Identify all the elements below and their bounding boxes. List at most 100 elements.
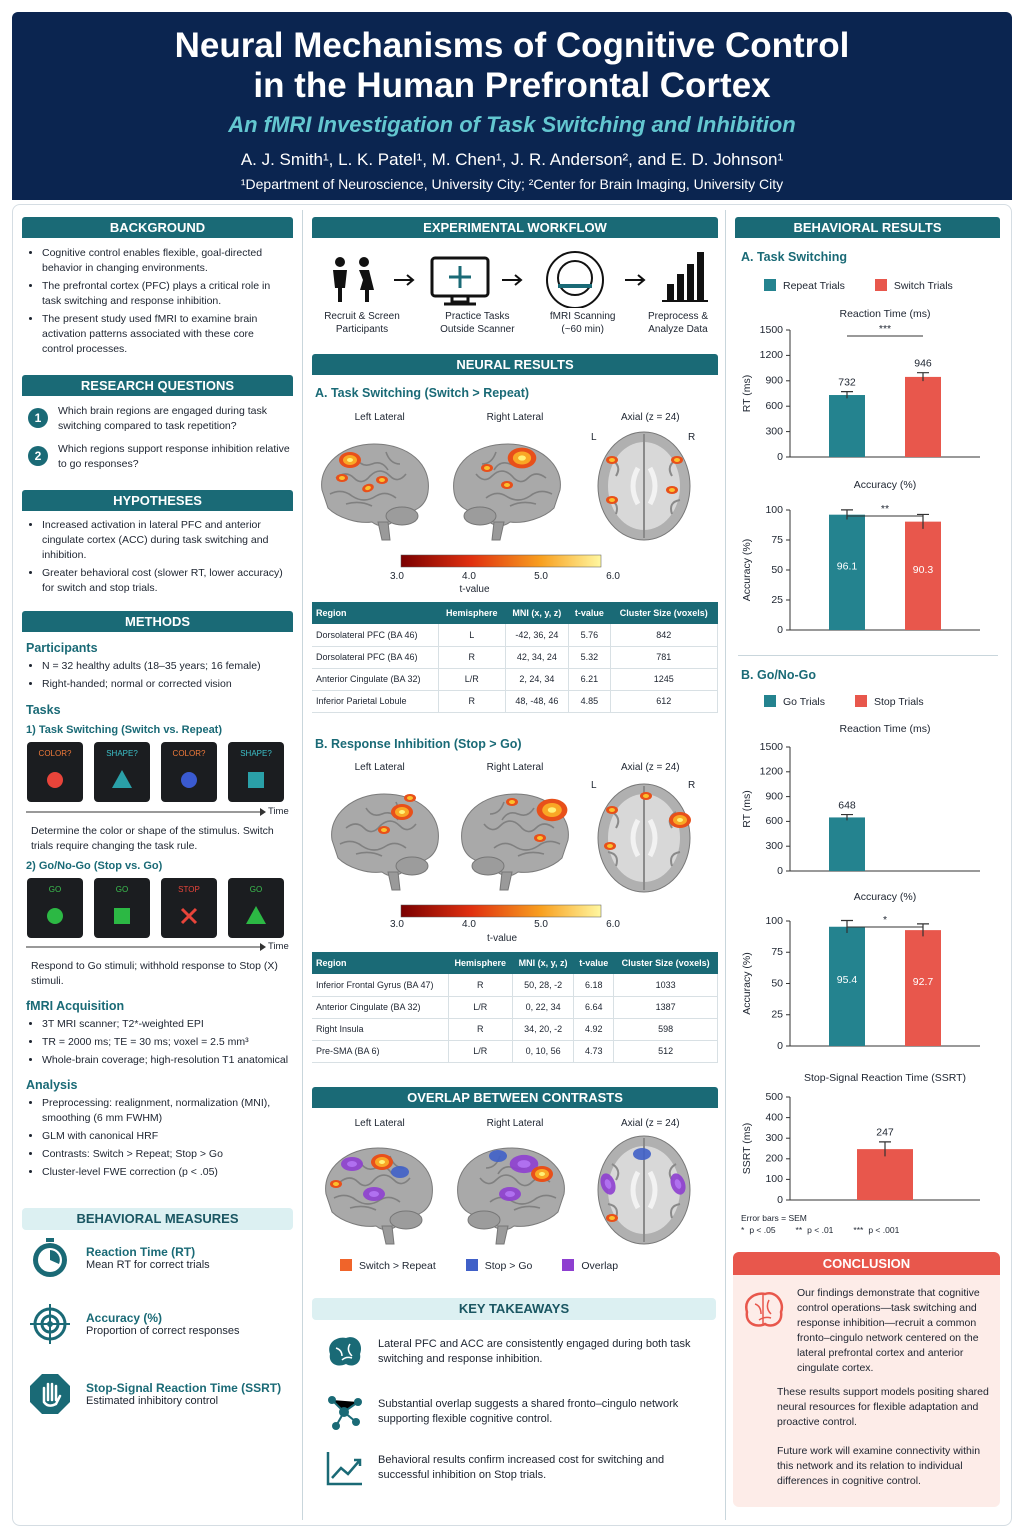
section-heading: EXPERIMENTAL WORKFLOW xyxy=(312,217,718,238)
significance-text: p < .05 xyxy=(749,1225,776,1235)
y-tick-label: 50 xyxy=(771,564,783,576)
workflow-step: Preprocess & Analyze Data xyxy=(647,311,708,335)
bar xyxy=(829,926,865,1046)
value-label: 247 xyxy=(876,1127,894,1139)
table-cell: Dorsolateral PFC (BA 46) xyxy=(312,624,439,647)
bar xyxy=(905,930,941,1046)
table-cell: R xyxy=(448,974,513,997)
trial-cue: SHAPE? xyxy=(240,749,272,758)
colorbar-label: t-value xyxy=(459,584,490,595)
y-tick-label: 1200 xyxy=(760,766,784,778)
legend-label: Stop Trials xyxy=(874,696,924,708)
stopwatch-icon xyxy=(33,1238,67,1277)
table-cell: 6.64 xyxy=(573,996,615,1019)
task-heading: 1) Task Switching (Switch vs. Repeat) xyxy=(26,724,223,736)
chart: Reaction Time (ms) RT (ms) 0 300 600 900 1200 1… xyxy=(741,723,980,877)
error-bar xyxy=(841,391,853,399)
y-tick-label: 900 xyxy=(765,375,783,387)
value-label: 96.1 xyxy=(837,560,858,572)
workflow-steps: Recruit & Screen Participants Practice T… xyxy=(312,310,718,336)
view-labels: Left Lateral Right Lateral Axial (z = 24… xyxy=(312,762,718,773)
table-cell: 5.32 xyxy=(568,646,611,669)
table-cell: 1387 xyxy=(613,996,718,1019)
legend-item: Go Trials xyxy=(764,695,825,708)
stop-hand-icon xyxy=(30,1374,70,1414)
question-number: 2 xyxy=(28,446,48,466)
trial-cue: GO xyxy=(115,885,129,894)
stimulus xyxy=(47,772,63,788)
y-tick-label: 1500 xyxy=(760,324,784,336)
error-bar xyxy=(841,813,853,821)
trial-sequence: GO GO STOP GO xyxy=(27,878,284,938)
y-tick-label: 600 xyxy=(765,815,783,827)
column-header: MNI (x, y, z) xyxy=(505,602,569,624)
table-cell: L/R xyxy=(448,996,513,1019)
legend-item: Switch > Repeat xyxy=(340,1259,436,1272)
value-label: 648 xyxy=(838,799,856,811)
section-heading: OVERLAP BETWEEN CONTRASTS xyxy=(312,1087,718,1108)
table-cell: R xyxy=(438,646,506,669)
table-cell: Anterior Cingulate (BA 32) xyxy=(312,668,439,691)
trial-cue: GO xyxy=(249,885,263,894)
view-label: Axial (z = 24) xyxy=(620,762,680,773)
measure: Accuracy (%) Proportion of correct respon… xyxy=(28,1302,239,1346)
table-row: Dorsolateral PFC (BA 46) L -42, 36, 24 5.76… xyxy=(312,624,719,647)
conclusion-text: Our findings demonstrate that cognitive … xyxy=(797,1287,980,1374)
legend-swatch xyxy=(562,1259,575,1271)
title: Neural Mechanisms of Cognitive Control in… xyxy=(12,26,1012,106)
y-tick-label: 0 xyxy=(777,1040,783,1052)
measure-title: Reaction Time (RT) xyxy=(86,1245,196,1259)
legend-swatch xyxy=(855,695,868,707)
colorbar-tick: 4.0 xyxy=(462,571,476,582)
takeaway: Substantial overlap suggests a shared fr… xyxy=(324,1392,709,1432)
trial-cue: SHAPE? xyxy=(106,749,138,758)
bullet: 3T MRI scanner; T2*-weighted EPI xyxy=(42,1017,292,1032)
y-tick-label: 25 xyxy=(771,1009,783,1021)
significance-legend: * p < .05 ** p < .01 *** p < .001 xyxy=(741,1225,899,1235)
bullet-list: 3T MRI scanner; T2*-weighted EPI TR = 200… xyxy=(26,1017,292,1071)
bar xyxy=(905,521,941,630)
chart-title: Reaction Time (ms) xyxy=(839,723,930,735)
chart-title: Accuracy (%) xyxy=(854,479,916,491)
legend: Go Trials Stop Trials xyxy=(764,695,924,708)
value-label: 946 xyxy=(914,357,932,369)
y-tick-label: 100 xyxy=(765,915,783,927)
chart-title: Reaction Time (ms) xyxy=(839,308,930,320)
measure-title: Stop-Signal Reaction Time (SSRT) xyxy=(86,1381,282,1395)
legend-swatch xyxy=(764,695,776,707)
legend-label: Go Trials xyxy=(783,696,826,708)
significance-symbol: *** xyxy=(853,1225,864,1235)
chart-title: Accuracy (%) xyxy=(854,891,916,903)
authors: A. J. Smith¹, L. K. Patel¹, M. Chen¹, J.… xyxy=(240,150,784,169)
chart: Reaction Time (ms) RT (ms) 0 300 600 900 1200 1… xyxy=(741,308,980,463)
table-cell: 1245 xyxy=(610,668,719,691)
title-line: Neural Mechanisms of Cognitive Control xyxy=(174,26,850,65)
legend-swatch xyxy=(465,1259,478,1271)
legend: Switch > Repeat Stop > Go Overlap xyxy=(340,1259,618,1272)
table-cell: 4.92 xyxy=(573,1018,615,1041)
y-tick-label: 100 xyxy=(765,504,783,516)
section-heading: KEY TAKEAWAYS xyxy=(312,1298,716,1320)
legend-item: Overlap xyxy=(562,1259,618,1272)
significance-label: ** xyxy=(881,503,889,515)
legend-label: Overlap xyxy=(581,1260,619,1272)
table-cell: L/R xyxy=(448,1040,513,1063)
significance-item: ** p < .01 xyxy=(796,1225,834,1235)
task-description: Determine the color or shape of the stim… xyxy=(31,825,274,852)
legend-swatch xyxy=(764,279,776,291)
chart-title: Stop-Signal Reaction Time (SSRT) xyxy=(804,1072,966,1084)
trial-screen: COLOR? xyxy=(161,742,217,802)
table-cell: 42, 34, 24 xyxy=(505,646,570,669)
column-header: Region xyxy=(312,952,449,974)
trial-screen: GO xyxy=(94,878,150,938)
hemisphere-label: R xyxy=(688,432,696,443)
hemisphere-label: L xyxy=(591,432,597,443)
title-line: in the Human Prefrontal Cortex xyxy=(253,66,771,105)
bar xyxy=(905,376,941,457)
bullet: Cluster-level FWE correction (p < .05) xyxy=(42,1165,288,1180)
stimulus xyxy=(181,772,197,788)
y-axis-label: RT (ms) xyxy=(741,790,753,828)
table-row: Anterior Cingulate (BA 32) L/R 0, 22, 34 6.… xyxy=(312,996,718,1019)
colorbar-tick: 6.0 xyxy=(606,571,620,582)
network-icon xyxy=(328,1396,362,1430)
